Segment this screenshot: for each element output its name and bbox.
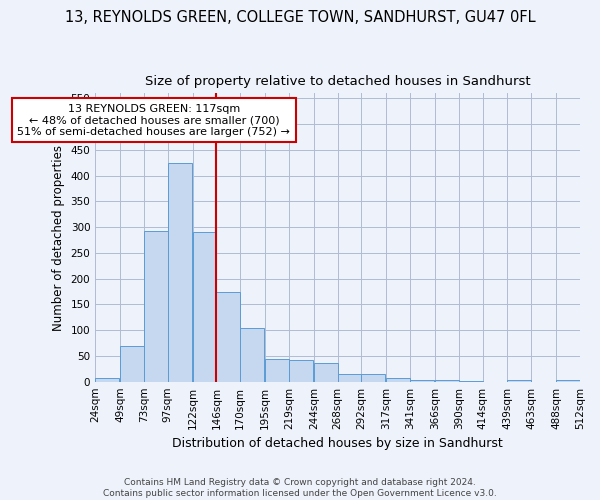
- Title: Size of property relative to detached houses in Sandhurst: Size of property relative to detached ho…: [145, 75, 530, 88]
- Bar: [240, 328, 264, 382]
- Bar: [95, 378, 119, 382]
- Text: 13 REYNOLDS GREEN: 117sqm
← 48% of detached houses are smaller (700)
51% of semi: 13 REYNOLDS GREEN: 117sqm ← 48% of detac…: [17, 104, 290, 137]
- Bar: [144, 232, 168, 382]
- Bar: [265, 359, 289, 382]
- Bar: [459, 381, 482, 382]
- Bar: [314, 362, 338, 382]
- Bar: [120, 346, 144, 382]
- Bar: [168, 163, 191, 382]
- Bar: [386, 378, 410, 382]
- Text: 13, REYNOLDS GREEN, COLLEGE TOWN, SANDHURST, GU47 0FL: 13, REYNOLDS GREEN, COLLEGE TOWN, SANDHU…: [65, 10, 535, 25]
- Bar: [217, 292, 240, 382]
- Text: Contains HM Land Registry data © Crown copyright and database right 2024.
Contai: Contains HM Land Registry data © Crown c…: [103, 478, 497, 498]
- Bar: [410, 380, 434, 382]
- Y-axis label: Number of detached properties: Number of detached properties: [52, 144, 65, 330]
- X-axis label: Distribution of detached houses by size in Sandhurst: Distribution of detached houses by size …: [172, 437, 503, 450]
- Bar: [338, 374, 361, 382]
- Bar: [289, 360, 313, 382]
- Bar: [361, 374, 385, 382]
- Bar: [556, 380, 580, 382]
- Bar: [508, 380, 532, 382]
- Bar: [435, 380, 459, 382]
- Bar: [193, 232, 217, 382]
